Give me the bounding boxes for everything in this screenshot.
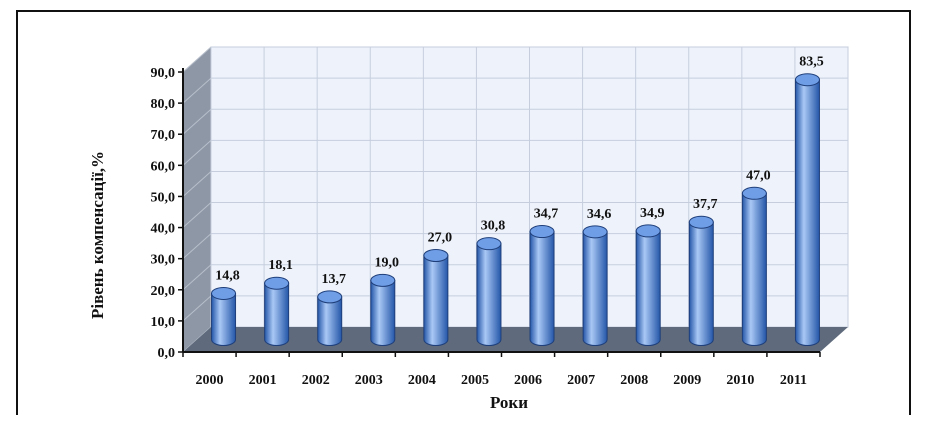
y-tick-label: 0,0 bbox=[158, 346, 176, 361]
data-label: 14,8 bbox=[215, 268, 240, 283]
bar-body bbox=[741, 192, 767, 346]
bar bbox=[370, 273, 396, 346]
data-label: 27,0 bbox=[428, 231, 453, 246]
y-tick-label: 20,0 bbox=[151, 284, 176, 299]
x-tick-label: 2003 bbox=[355, 373, 383, 388]
bar-body bbox=[582, 231, 608, 346]
bar-body bbox=[635, 230, 661, 346]
side-gridline bbox=[182, 46, 212, 73]
x-tick-label: 2001 bbox=[249, 373, 277, 388]
x-tick-label: 2006 bbox=[514, 373, 542, 388]
bar bbox=[476, 237, 502, 346]
bar-top bbox=[211, 286, 237, 300]
side-wall bbox=[183, 47, 211, 352]
bar-body bbox=[688, 221, 714, 346]
data-label: 83,5 bbox=[799, 55, 824, 70]
chart-floor bbox=[183, 327, 848, 352]
side-gridline bbox=[182, 233, 212, 260]
y-tick-label: 50,0 bbox=[151, 190, 176, 205]
bar bbox=[582, 225, 608, 346]
y-axis-title: Рівень компенсації,% bbox=[88, 151, 107, 319]
bar-body bbox=[317, 296, 343, 346]
data-label: 19,0 bbox=[375, 255, 400, 270]
side-gridline bbox=[182, 202, 212, 228]
x-tick-label: 2011 bbox=[780, 373, 807, 388]
bar-body bbox=[476, 243, 502, 346]
y-tick-label: 40,0 bbox=[151, 222, 176, 237]
data-label: 13,7 bbox=[321, 272, 346, 287]
bar-body bbox=[794, 79, 820, 346]
side-gridline bbox=[182, 108, 212, 135]
bar-top bbox=[264, 276, 290, 290]
bar-top bbox=[370, 273, 396, 287]
y-tick-label: 30,0 bbox=[151, 253, 176, 268]
bar-top bbox=[317, 290, 343, 304]
y-tick-label: 10,0 bbox=[151, 315, 176, 330]
bar bbox=[529, 225, 555, 346]
x-tick-label: 2009 bbox=[673, 373, 701, 388]
data-label: 37,7 bbox=[693, 197, 718, 212]
bar bbox=[635, 224, 661, 346]
data-label: 34,9 bbox=[640, 206, 665, 221]
side-gridline bbox=[182, 295, 212, 322]
bar-body bbox=[529, 231, 555, 346]
side-gridline bbox=[182, 264, 212, 291]
side-gridline bbox=[182, 139, 212, 166]
bar bbox=[317, 290, 343, 346]
x-tick-label: 2004 bbox=[408, 373, 436, 388]
x-tick-label: 2010 bbox=[726, 373, 754, 388]
bar-top bbox=[794, 73, 820, 87]
data-label: 18,1 bbox=[268, 258, 293, 273]
data-label: 30,8 bbox=[481, 219, 506, 234]
data-label: 47,0 bbox=[746, 168, 771, 183]
x-axis-title: Роки bbox=[490, 393, 528, 412]
bar bbox=[423, 249, 449, 346]
x-tick-label: 2002 bbox=[302, 373, 330, 388]
side-gridline bbox=[182, 77, 212, 104]
bar bbox=[794, 73, 820, 346]
x-tick-label: 2000 bbox=[196, 373, 224, 388]
side-gridline bbox=[182, 171, 212, 197]
bar-top bbox=[741, 186, 767, 200]
bar bbox=[688, 215, 714, 346]
x-tick-label: 2005 bbox=[461, 373, 489, 388]
chart-frame bbox=[16, 10, 911, 415]
bar bbox=[741, 186, 767, 346]
x-tick-label: 2008 bbox=[620, 373, 648, 388]
bar-body bbox=[370, 279, 396, 346]
bar bbox=[264, 276, 290, 346]
bar-body bbox=[211, 292, 237, 346]
bar-top bbox=[635, 224, 661, 238]
bar-body bbox=[423, 255, 449, 346]
y-tick-label: 70,0 bbox=[151, 128, 176, 143]
bar-top bbox=[476, 237, 502, 251]
data-label: 34,6 bbox=[587, 207, 612, 222]
y-tick-label: 80,0 bbox=[151, 97, 176, 112]
bar-top bbox=[423, 249, 449, 262]
bar bbox=[211, 286, 237, 346]
x-tick-label: 2007 bbox=[567, 373, 595, 388]
bar-top bbox=[529, 225, 555, 239]
bar-top bbox=[582, 225, 608, 239]
bar-top bbox=[688, 215, 714, 229]
data-label: 34,7 bbox=[534, 207, 559, 222]
y-tick-label: 90,0 bbox=[151, 66, 176, 81]
bar-body bbox=[264, 282, 290, 346]
y-tick-label: 60,0 bbox=[151, 159, 176, 174]
